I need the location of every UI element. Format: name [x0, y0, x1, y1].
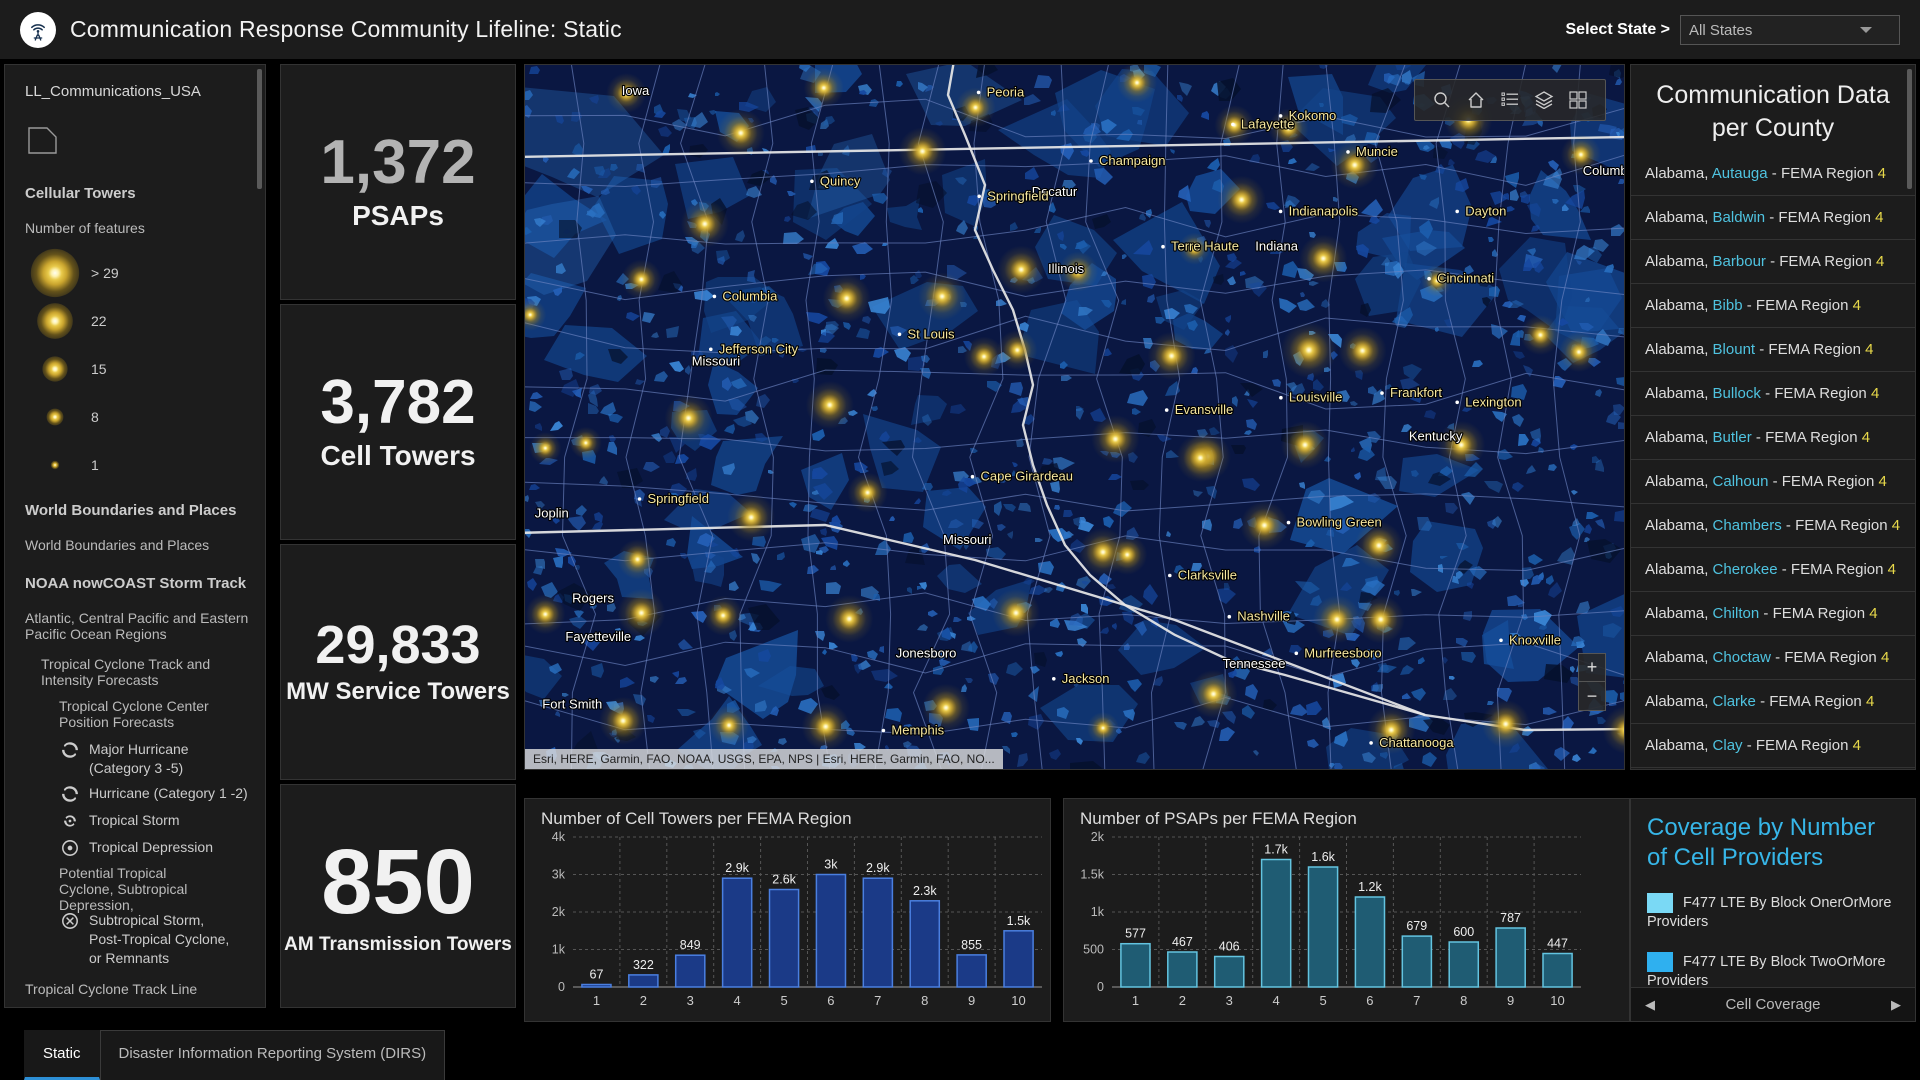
svg-text:Jackson: Jackson [1062, 671, 1110, 686]
svg-text:8: 8 [1460, 993, 1467, 1008]
svg-text:Louisville: Louisville [1289, 390, 1342, 405]
svg-text:Lexington: Lexington [1465, 394, 1521, 409]
svg-text:6: 6 [827, 993, 834, 1008]
svg-text:10: 10 [1011, 993, 1025, 1008]
svg-text:3: 3 [1226, 993, 1233, 1008]
svg-text:0: 0 [1097, 980, 1104, 994]
svg-text:Columbus: Columbus [1583, 163, 1625, 178]
svg-text:855: 855 [961, 938, 982, 952]
svg-text:600: 600 [1453, 925, 1474, 939]
svg-text:1.5k: 1.5k [1080, 868, 1104, 882]
svg-text:5: 5 [1319, 993, 1326, 1008]
svg-text:406: 406 [1219, 940, 1240, 954]
svg-text:2.9k: 2.9k [866, 861, 890, 875]
svg-text:4: 4 [1272, 993, 1279, 1008]
svg-text:Lafayette: Lafayette [1241, 116, 1295, 131]
svg-text:Peoria: Peoria [987, 84, 1025, 99]
svg-text:Knoxville: Knoxville [1509, 632, 1561, 647]
svg-text:Bowling Green: Bowling Green [1297, 515, 1382, 530]
svg-text:3k: 3k [552, 868, 566, 882]
svg-text:7: 7 [874, 993, 881, 1008]
svg-text:Fayetteville: Fayetteville [565, 629, 631, 644]
svg-text:787: 787 [1500, 911, 1521, 925]
svg-text:Springfield: Springfield [648, 491, 709, 506]
svg-text:Jonesboro: Jonesboro [896, 645, 957, 660]
svg-text:Dayton: Dayton [1465, 203, 1506, 218]
svg-text:Joplin: Joplin [535, 505, 569, 520]
svg-text:5: 5 [780, 993, 787, 1008]
svg-text:Iowa: Iowa [622, 83, 650, 98]
svg-text:Kokomo: Kokomo [1289, 108, 1337, 123]
svg-text:1.7k: 1.7k [1264, 843, 1288, 857]
svg-text:Memphis: Memphis [891, 723, 944, 738]
svg-text:849: 849 [680, 938, 701, 952]
svg-text:Rogers: Rogers [572, 590, 614, 605]
svg-text:Springfield: Springfield [987, 188, 1048, 203]
svg-text:1k: 1k [1091, 905, 1105, 919]
svg-text:St Louis: St Louis [908, 326, 955, 341]
svg-text:Evansville: Evansville [1175, 402, 1234, 417]
svg-text:679: 679 [1406, 919, 1427, 933]
svg-text:Fort Smith: Fort Smith [542, 696, 602, 711]
svg-text:Chattanooga: Chattanooga [1379, 735, 1454, 750]
svg-text:Muncie: Muncie [1356, 144, 1398, 159]
svg-text:8: 8 [921, 993, 928, 1008]
svg-text:Cincinnati: Cincinnati [1437, 271, 1494, 286]
svg-text:4k: 4k [552, 830, 566, 844]
svg-text:1: 1 [1132, 993, 1139, 1008]
svg-text:Indianapolis: Indianapolis [1289, 203, 1359, 218]
svg-text:500: 500 [1083, 943, 1104, 957]
svg-text:2k: 2k [1091, 830, 1105, 844]
svg-text:1.6k: 1.6k [1311, 850, 1335, 864]
svg-text:Indiana: Indiana [1255, 239, 1298, 254]
svg-text:Terre Haute: Terre Haute [1171, 239, 1239, 254]
svg-text:447: 447 [1547, 937, 1568, 951]
svg-text:Tennessee: Tennessee [1223, 656, 1286, 671]
svg-text:467: 467 [1172, 935, 1193, 949]
svg-text:6: 6 [1366, 993, 1373, 1008]
svg-text:Champaign: Champaign [1099, 153, 1166, 168]
svg-text:67: 67 [590, 968, 604, 982]
svg-text:2.6k: 2.6k [772, 873, 796, 887]
svg-text:Illinois: Illinois [1048, 261, 1085, 276]
svg-text:Missouri: Missouri [943, 532, 992, 547]
svg-text:2k: 2k [552, 905, 566, 919]
svg-text:Kentucky: Kentucky [1409, 428, 1463, 443]
svg-text:10: 10 [1550, 993, 1564, 1008]
svg-text:2: 2 [1179, 993, 1186, 1008]
svg-text:9: 9 [968, 993, 975, 1008]
svg-text:1.5k: 1.5k [1007, 914, 1031, 928]
svg-text:3k: 3k [824, 858, 838, 872]
svg-text:2.9k: 2.9k [725, 861, 749, 875]
svg-text:2.3k: 2.3k [913, 884, 937, 898]
svg-text:4: 4 [733, 993, 740, 1008]
svg-text:7: 7 [1413, 993, 1420, 1008]
svg-text:Murfreesboro: Murfreesboro [1304, 645, 1381, 660]
svg-text:2: 2 [640, 993, 647, 1008]
svg-text:Clarksville: Clarksville [1178, 568, 1237, 583]
svg-text:1k: 1k [552, 943, 566, 957]
svg-text:322: 322 [633, 958, 654, 972]
svg-text:Quincy: Quincy [820, 173, 861, 188]
svg-text:1.2k: 1.2k [1358, 880, 1382, 894]
svg-text:9: 9 [1507, 993, 1514, 1008]
svg-text:0: 0 [558, 980, 565, 994]
svg-text:3: 3 [687, 993, 694, 1008]
svg-text:Missouri: Missouri [692, 354, 741, 369]
svg-text:Columbia: Columbia [722, 288, 778, 303]
svg-text:1: 1 [593, 993, 600, 1008]
svg-text:577: 577 [1125, 927, 1146, 941]
svg-text:Frankfort: Frankfort [1390, 385, 1442, 400]
svg-text:Cape Girardeau: Cape Girardeau [981, 469, 1074, 484]
svg-text:Nashville: Nashville [1237, 609, 1290, 624]
